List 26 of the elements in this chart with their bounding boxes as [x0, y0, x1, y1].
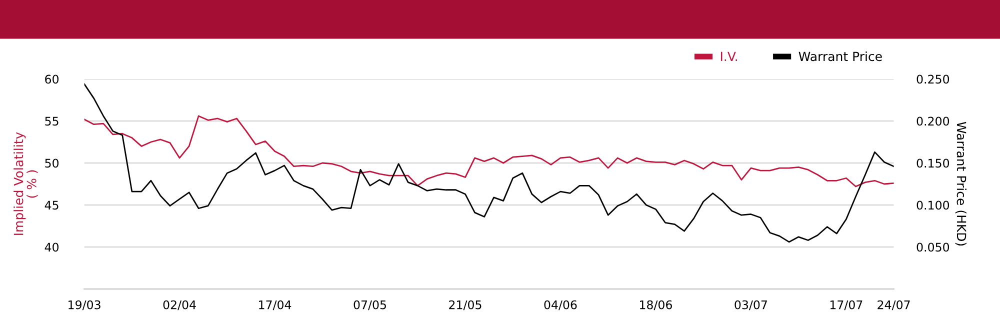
- legend-label: I.V.: [720, 52, 737, 61]
- x-tick-label: 04/06: [544, 300, 577, 310]
- y-tick-label: 40: [44, 242, 59, 252]
- x-tick-label: 19/03: [68, 300, 100, 310]
- y-axis-title: Implied Volatility ( % ): [14, 132, 38, 235]
- y-tick-label: 55: [45, 116, 58, 126]
- y-tick-label: 60: [45, 74, 59, 84]
- x-tick-label: 07/05: [354, 300, 386, 310]
- x-tick-label: 02/04: [163, 300, 196, 310]
- y2-tick-label: 0.100: [916, 200, 950, 210]
- y2-tick-label: 0.150: [916, 158, 950, 168]
- legend-label: Warrant Price: [798, 51, 882, 62]
- line-series: [84, 83, 894, 243]
- y-tick-label: 50: [45, 158, 59, 168]
- y2-axis-title: Warrant Price (HKD): [955, 122, 966, 246]
- x-tick-label: 03/07: [734, 300, 767, 310]
- x-tick-label: 18/06: [640, 300, 672, 310]
- x-tick-label: 21/05: [449, 300, 482, 310]
- y2-tick-label: 0.250: [916, 74, 950, 84]
- x-tick-label: 17/07: [830, 300, 862, 310]
- y2-tick-label: 0.200: [916, 116, 950, 126]
- y2-tick-label: 0.050: [916, 242, 950, 252]
- y-tick-label: 45: [44, 200, 58, 210]
- x-tick-label: 17/04: [259, 300, 292, 310]
- line-series: [84, 115, 894, 188]
- x-tick-label: 24/07: [878, 300, 910, 310]
